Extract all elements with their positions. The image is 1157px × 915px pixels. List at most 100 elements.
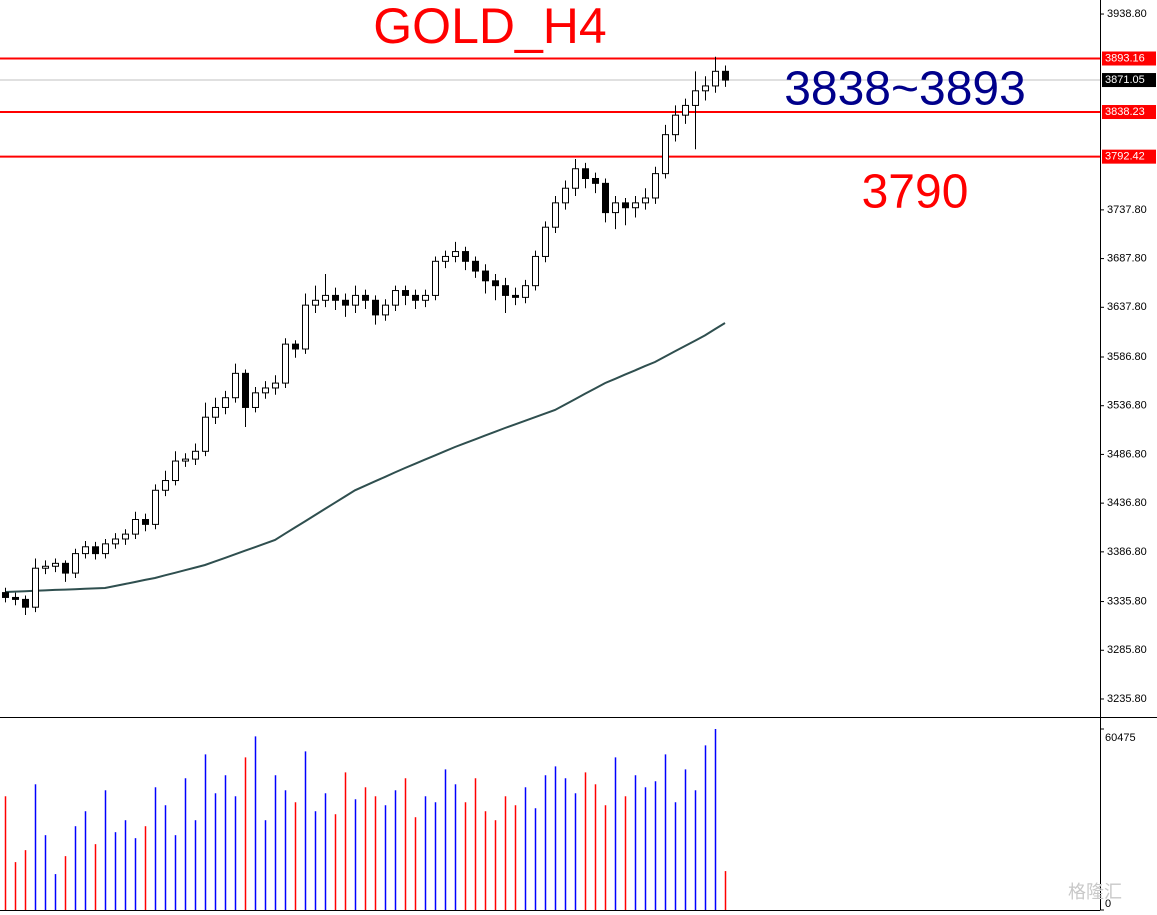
- moving-average: [4, 322, 726, 593]
- candle-body: [682, 104, 689, 116]
- candle-body: [672, 114, 679, 136]
- candle-body: [712, 70, 719, 87]
- candle-body: [652, 173, 659, 199]
- candle-body: [402, 290, 409, 296]
- candle-body: [472, 260, 479, 272]
- y-tick-label: 3486.80: [1107, 448, 1147, 460]
- candle-body: [212, 406, 219, 418]
- candle-body: [552, 202, 559, 228]
- candle-body: [432, 260, 439, 296]
- level-box: [1102, 149, 1156, 164]
- candle-body: [132, 519, 139, 535]
- candle-body: [462, 251, 469, 262]
- y-tick-label: 3586.80: [1107, 351, 1147, 363]
- candle-body: [202, 416, 209, 452]
- candle-body: [452, 251, 459, 257]
- level-label: 3893.16: [1105, 52, 1145, 64]
- candle-body: [362, 294, 369, 301]
- level-box: [1102, 105, 1156, 120]
- y-tick-label: 3436.80: [1107, 497, 1147, 509]
- candle-body: [412, 294, 419, 301]
- candle-body: [152, 489, 159, 525]
- candle-body: [642, 197, 649, 204]
- level-label: 3792.42: [1105, 151, 1145, 163]
- candle-body: [482, 270, 489, 282]
- y-tick-label: 3335.80: [1107, 595, 1147, 607]
- candle-body: [322, 294, 329, 301]
- candle-body: [102, 543, 109, 555]
- current-price-box: [1102, 73, 1156, 88]
- y-tick-label: 3285.80: [1107, 644, 1147, 656]
- candle-body: [352, 294, 359, 306]
- annotation: 3838~3893: [784, 63, 1026, 116]
- candle-body: [342, 299, 349, 306]
- candle-body: [262, 387, 269, 394]
- volume-tick-label: 0: [1105, 898, 1111, 910]
- chart-title: GOLD_H4: [373, 0, 606, 54]
- candle-body: [602, 182, 609, 214]
- candle-body: [2, 592, 9, 598]
- watermark: 格隆汇: [1068, 882, 1122, 902]
- candle-body: [242, 372, 249, 408]
- candle-body: [12, 596, 19, 600]
- candle-body: [22, 598, 29, 608]
- candle-body: [612, 202, 619, 214]
- candle-body: [662, 134, 669, 175]
- candle-body: [562, 187, 569, 204]
- candle-body: [52, 562, 59, 567]
- y-tick-label: 3637.80: [1107, 301, 1147, 313]
- candle-body: [532, 255, 539, 287]
- candle-body: [572, 168, 579, 189]
- candle-body: [442, 255, 449, 262]
- candle-body: [722, 70, 729, 81]
- level-box: [1102, 51, 1156, 66]
- candle-body: [292, 343, 299, 350]
- volume-tick-label: 60475: [1105, 732, 1136, 744]
- annotation: 3790: [862, 166, 969, 219]
- candle-body: [332, 294, 339, 301]
- candle-body: [512, 294, 519, 298]
- y-tick-label: 3938.80: [1107, 8, 1147, 20]
- candle-body: [302, 304, 309, 350]
- y-tick-label: 3536.80: [1107, 400, 1147, 412]
- candle-body: [172, 460, 179, 482]
- candle-body: [162, 480, 169, 491]
- candle-body: [42, 565, 49, 569]
- candle-body: [222, 397, 229, 408]
- y-tick-label: 3737.80: [1107, 204, 1147, 216]
- y-tick-label: 3235.80: [1107, 693, 1147, 705]
- candle-body: [632, 202, 639, 209]
- current-price-label: 3871.05: [1105, 74, 1145, 86]
- candle-body: [232, 372, 239, 399]
- y-tick-label: 3386.80: [1107, 546, 1147, 558]
- candle-body: [182, 458, 189, 462]
- candle-body: [522, 285, 529, 298]
- candle-body: [582, 168, 589, 179]
- candle-body: [392, 290, 399, 306]
- candle-body: [32, 567, 39, 608]
- candle-body: [492, 280, 499, 287]
- candle-body: [312, 299, 319, 306]
- candle-body: [92, 546, 99, 555]
- candle-body: [72, 553, 79, 574]
- candle-body: [502, 285, 509, 296]
- candle-body: [372, 299, 379, 316]
- level-label: 3838.23: [1105, 106, 1145, 118]
- y-tick-label: 3687.80: [1107, 252, 1147, 264]
- candle-body: [282, 343, 289, 384]
- candle-body: [422, 294, 429, 301]
- candle-body: [62, 562, 69, 574]
- candle-body: [382, 304, 389, 316]
- candle-body: [702, 85, 709, 92]
- candle-body: [192, 450, 199, 460]
- candle-body: [622, 202, 629, 209]
- candle-body: [692, 90, 699, 106]
- candle-body: [142, 519, 149, 525]
- candle-body: [122, 533, 129, 540]
- candle-body: [592, 177, 599, 184]
- candle-body: [542, 226, 549, 257]
- candle-body: [112, 538, 119, 545]
- candle-body: [272, 382, 279, 389]
